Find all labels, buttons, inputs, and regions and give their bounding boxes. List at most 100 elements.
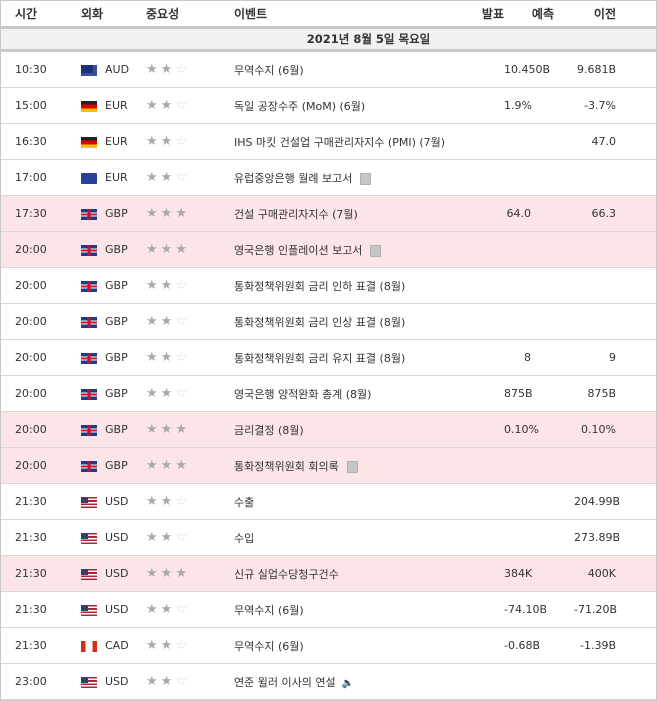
star-filled-icon: ★ bbox=[160, 422, 176, 437]
report-icon[interactable] bbox=[346, 460, 358, 473]
event-name[interactable]: 금리결정 (8월) bbox=[234, 423, 304, 437]
star-empty-icon: ☆ bbox=[175, 386, 190, 401]
event-name-cell[interactable]: IHS 마킷 건설업 구매관리자지수 (PMI) (7월) bbox=[234, 123, 454, 160]
event-row[interactable]: 21:30 USD ★★☆ 수입 273.89B bbox=[1, 519, 656, 556]
event-currency: GBP bbox=[105, 423, 128, 436]
event-time: 21:30 bbox=[1, 627, 81, 664]
event-name-cell[interactable]: 통화정책위원회 금리 인하 표결 (8월) bbox=[234, 267, 454, 304]
event-previous: 273.89B bbox=[574, 519, 656, 556]
event-name-cell[interactable]: 금리결정 (8월) bbox=[234, 411, 454, 448]
event-name-cell[interactable]: 건설 구매관리자지수 (7월) bbox=[234, 195, 454, 232]
event-time: 17:00 bbox=[1, 159, 81, 196]
event-currency: EUR bbox=[105, 171, 128, 184]
event-name-cell[interactable]: 독일 공장수주 (MoM) (6월) bbox=[234, 87, 454, 124]
event-name[interactable]: 건설 구매관리자지수 (7월) bbox=[234, 207, 358, 221]
event-row[interactable]: 20:00 GBP ★★☆ 통화정책위원회 금리 인상 표결 (8월) bbox=[1, 303, 656, 340]
event-name[interactable]: 무역수지 (6월) bbox=[234, 63, 304, 77]
event-name[interactable]: 연준 윌러 이사의 연설 bbox=[234, 675, 336, 689]
event-name-cell[interactable]: 수출 bbox=[234, 483, 454, 520]
event-name[interactable]: 수입 bbox=[234, 531, 255, 545]
event-row[interactable]: 20:00 GBP ★★☆ 영국은행 양적완화 총계 (8월) 875B 875… bbox=[1, 375, 656, 412]
header-time[interactable]: 시간 bbox=[1, 1, 81, 29]
star-filled-icon: ★ bbox=[160, 674, 176, 689]
event-name[interactable]: 유럽중앙은행 월례 보고서 bbox=[234, 171, 353, 185]
event-name[interactable]: 무역수지 (6월) bbox=[234, 639, 304, 653]
event-previous bbox=[574, 663, 656, 700]
event-row[interactable]: 20:00 GBP ★★☆ 통화정책위원회 금리 인하 표결 (8월) bbox=[1, 267, 656, 304]
event-currency: GBP bbox=[105, 387, 128, 400]
event-row[interactable]: 21:30 USD ★★☆ 무역수지 (6월) -74.10B -71.20B bbox=[1, 591, 656, 628]
canada-flag-icon bbox=[81, 640, 97, 652]
event-row[interactable]: 17:30 GBP ★★★ 건설 구매관리자지수 (7월) 64.0 66.3 bbox=[1, 195, 656, 232]
event-name[interactable]: 신규 실업수당청구건수 bbox=[234, 567, 339, 581]
star-empty-icon: ☆ bbox=[175, 350, 190, 365]
header-forecast[interactable]: 예측 bbox=[504, 1, 574, 29]
event-name[interactable]: 영국은행 양적완화 총계 (8월) bbox=[234, 387, 372, 401]
event-row[interactable]: 15:00 EUR ★★☆ 독일 공장수주 (MoM) (6월) 1.9% -3… bbox=[1, 87, 656, 124]
header-event[interactable]: 이벤트 bbox=[234, 1, 454, 29]
event-forecast: 64.0 bbox=[504, 195, 574, 232]
event-name-cell[interactable]: 영국은행 양적완화 총계 (8월) bbox=[234, 375, 454, 412]
event-row[interactable]: 20:00 GBP ★★★ 영국은행 인플레이션 보고서 bbox=[1, 231, 656, 268]
date-label: 2021년 8월 5일 목요일 bbox=[1, 27, 656, 52]
event-name[interactable]: IHS 마킷 건설업 구매관리자지수 (PMI) (7월) bbox=[234, 135, 446, 149]
importance-stars: ★★☆ bbox=[146, 627, 234, 664]
event-actual bbox=[454, 231, 504, 268]
event-name-cell[interactable]: 연준 윌러 이사의 연설 🔈 bbox=[234, 663, 454, 700]
event-row[interactable]: 10:30 AUD ★★☆ 무역수지 (6월) 10.450B 9.681B bbox=[1, 50, 656, 88]
importance-stars: ★★☆ bbox=[146, 303, 234, 340]
event-name-cell[interactable]: 통화정책위원회 금리 인상 표결 (8월) bbox=[234, 303, 454, 340]
event-name-cell[interactable]: 무역수지 (6월) bbox=[234, 591, 454, 628]
event-row[interactable]: 21:30 USD ★★★ 신규 실업수당청구건수 384K 400K bbox=[1, 555, 656, 592]
event-name[interactable]: 무역수지 (6월) bbox=[234, 603, 304, 617]
eu-flag-icon bbox=[81, 172, 97, 184]
event-name[interactable]: 수출 bbox=[234, 495, 255, 509]
star-filled-icon: ★ bbox=[160, 350, 176, 365]
header-actual[interactable]: 발표 bbox=[454, 1, 504, 29]
star-filled-icon: ★ bbox=[160, 638, 176, 653]
event-name-cell[interactable]: 통화정책위원회 금리 유지 표결 (8월) bbox=[234, 339, 454, 376]
event-row[interactable]: 20:00 GBP ★★★ 금리결정 (8월) 0.10% 0.10% bbox=[1, 411, 656, 448]
event-row[interactable]: 21:30 USD ★★☆ 수출 204.99B bbox=[1, 483, 656, 520]
event-name-cell[interactable]: 무역수지 (6월) bbox=[234, 50, 454, 88]
star-empty-icon: ☆ bbox=[175, 170, 190, 185]
event-forecast bbox=[504, 267, 574, 304]
event-currency-cell: EUR bbox=[81, 159, 146, 196]
event-name-cell[interactable]: 유럽중앙은행 월례 보고서 bbox=[234, 159, 454, 196]
importance-stars: ★★☆ bbox=[146, 123, 234, 160]
event-row[interactable]: 21:30 CAD ★★☆ 무역수지 (6월) -0.68B -1.39B bbox=[1, 627, 656, 664]
event-currency-cell: EUR bbox=[81, 123, 146, 160]
event-name-cell[interactable]: 영국은행 인플레이션 보고서 bbox=[234, 231, 454, 268]
event-name[interactable]: 통화정책위원회 금리 유지 표결 (8월) bbox=[234, 351, 406, 365]
star-filled-icon: ★ bbox=[146, 566, 161, 581]
event-forecast: 0.10% bbox=[504, 411, 574, 448]
event-name-cell[interactable]: 신규 실업수당청구건수 bbox=[234, 555, 454, 592]
event-name-cell[interactable]: 수입 bbox=[234, 519, 454, 556]
event-row[interactable]: 23:00 USD ★★☆ 연준 윌러 이사의 연설 🔈 bbox=[1, 663, 656, 700]
header-importance[interactable]: 중요성 bbox=[146, 1, 234, 29]
event-name-cell[interactable]: 무역수지 (6월) bbox=[234, 627, 454, 664]
event-name[interactable]: 독일 공장수주 (MoM) (6월) bbox=[234, 99, 366, 113]
event-name[interactable]: 통화정책위원회 금리 인하 표결 (8월) bbox=[234, 279, 406, 293]
event-row[interactable]: 17:00 EUR ★★☆ 유럽중앙은행 월례 보고서 bbox=[1, 159, 656, 196]
event-name[interactable]: 통화정책위원회 회의록 bbox=[234, 459, 339, 473]
event-actual bbox=[454, 195, 504, 232]
report-icon[interactable] bbox=[370, 244, 382, 257]
event-currency-cell: EUR bbox=[81, 87, 146, 124]
header-currency[interactable]: 외화 bbox=[81, 1, 146, 29]
event-currency: GBP bbox=[105, 243, 128, 256]
event-row[interactable]: 16:30 EUR ★★☆ IHS 마킷 건설업 구매관리자지수 (PMI) (… bbox=[1, 123, 656, 160]
event-row[interactable]: 20:00 GBP ★★★ 통화정책위원회 회의록 bbox=[1, 447, 656, 484]
star-empty-icon: ☆ bbox=[175, 674, 190, 689]
event-row[interactable]: 20:00 GBP ★★☆ 통화정책위원회 금리 유지 표결 (8월) 8 9 bbox=[1, 339, 656, 376]
event-name[interactable]: 영국은행 인플레이션 보고서 bbox=[234, 243, 363, 257]
event-name[interactable]: 통화정책위원회 금리 인상 표결 (8월) bbox=[234, 315, 406, 329]
event-time: 16:30 bbox=[1, 123, 81, 160]
header-previous[interactable]: 이전 bbox=[574, 1, 656, 29]
speaker-icon[interactable]: 🔈 bbox=[341, 677, 355, 689]
report-icon[interactable] bbox=[360, 172, 372, 185]
uk-flag-icon bbox=[81, 244, 97, 256]
event-currency-cell: USD bbox=[81, 483, 146, 520]
event-name-cell[interactable]: 통화정책위원회 회의록 bbox=[234, 447, 454, 484]
importance-stars: ★★☆ bbox=[146, 87, 234, 124]
